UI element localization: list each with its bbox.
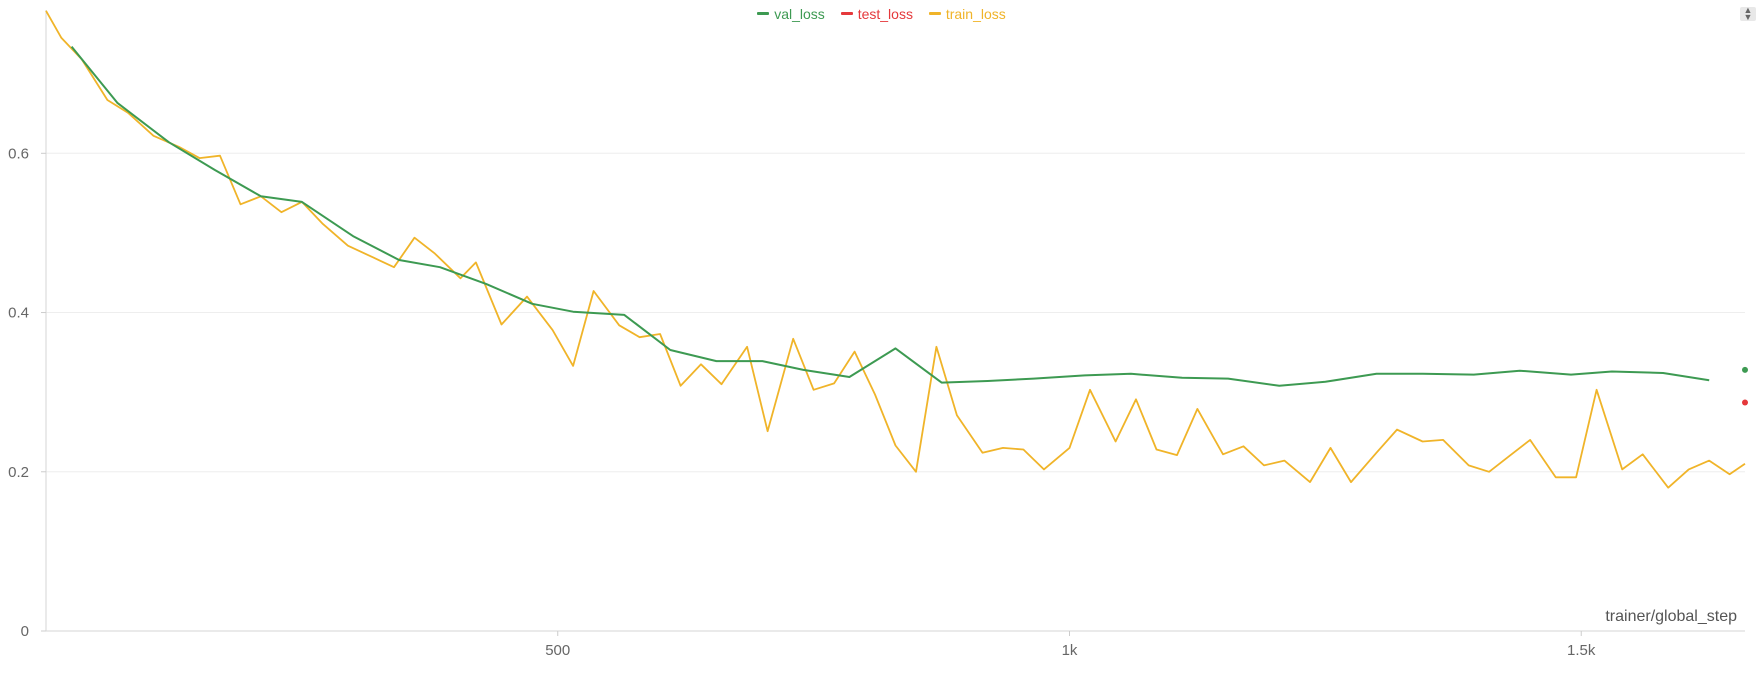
- y-tick-label: 0: [21, 623, 29, 640]
- series-endpoint-test-loss: [1742, 399, 1748, 406]
- y-tick-label: 0.6: [8, 145, 29, 162]
- legend-item-val-loss[interactable]: val_loss: [757, 6, 825, 22]
- legend: val_loss test_loss train_loss: [0, 6, 1763, 22]
- legend-swatch-train-loss: [928, 11, 941, 15]
- y-tick-label: 0.2: [8, 464, 29, 481]
- x-axis-label: trainer/global_step: [1605, 608, 1737, 625]
- panel-menu-button[interactable]: ▲ ▼: [1740, 5, 1756, 22]
- chevron-up-icon: ▲: [1743, 5, 1753, 15]
- legend-label-train-loss: train_loss: [945, 6, 1006, 22]
- x-ticks: 500 1k 1.5k: [545, 631, 1596, 659]
- legend-item-train-loss[interactable]: train_loss: [928, 6, 1006, 22]
- chevron-down-icon: ▼: [1743, 12, 1753, 22]
- series-line-train-loss: [45, 10, 1746, 489]
- x-tick-label: 1k: [1062, 642, 1078, 659]
- x-tick-label: 500: [545, 642, 570, 659]
- y-ticks: 0 0.2 0.4 0.6: [8, 145, 46, 640]
- legend-swatch-test-loss: [840, 11, 853, 15]
- series-line-val-loss: [70, 45, 1710, 387]
- x-tick-label: 1.5k: [1567, 642, 1596, 659]
- y-tick-label: 0.4: [8, 305, 29, 322]
- axes: [45, 10, 1745, 632]
- grid-lines: [46, 152, 1745, 473]
- legend-swatch-val-loss: [757, 11, 770, 15]
- legend-label-test-loss: test_loss: [857, 6, 913, 22]
- legend-item-test-loss[interactable]: test_loss: [840, 6, 913, 22]
- legend-label-val-loss: val_loss: [774, 6, 825, 22]
- series: [45, 10, 1748, 489]
- series-endpoint-val-loss: [1742, 366, 1748, 373]
